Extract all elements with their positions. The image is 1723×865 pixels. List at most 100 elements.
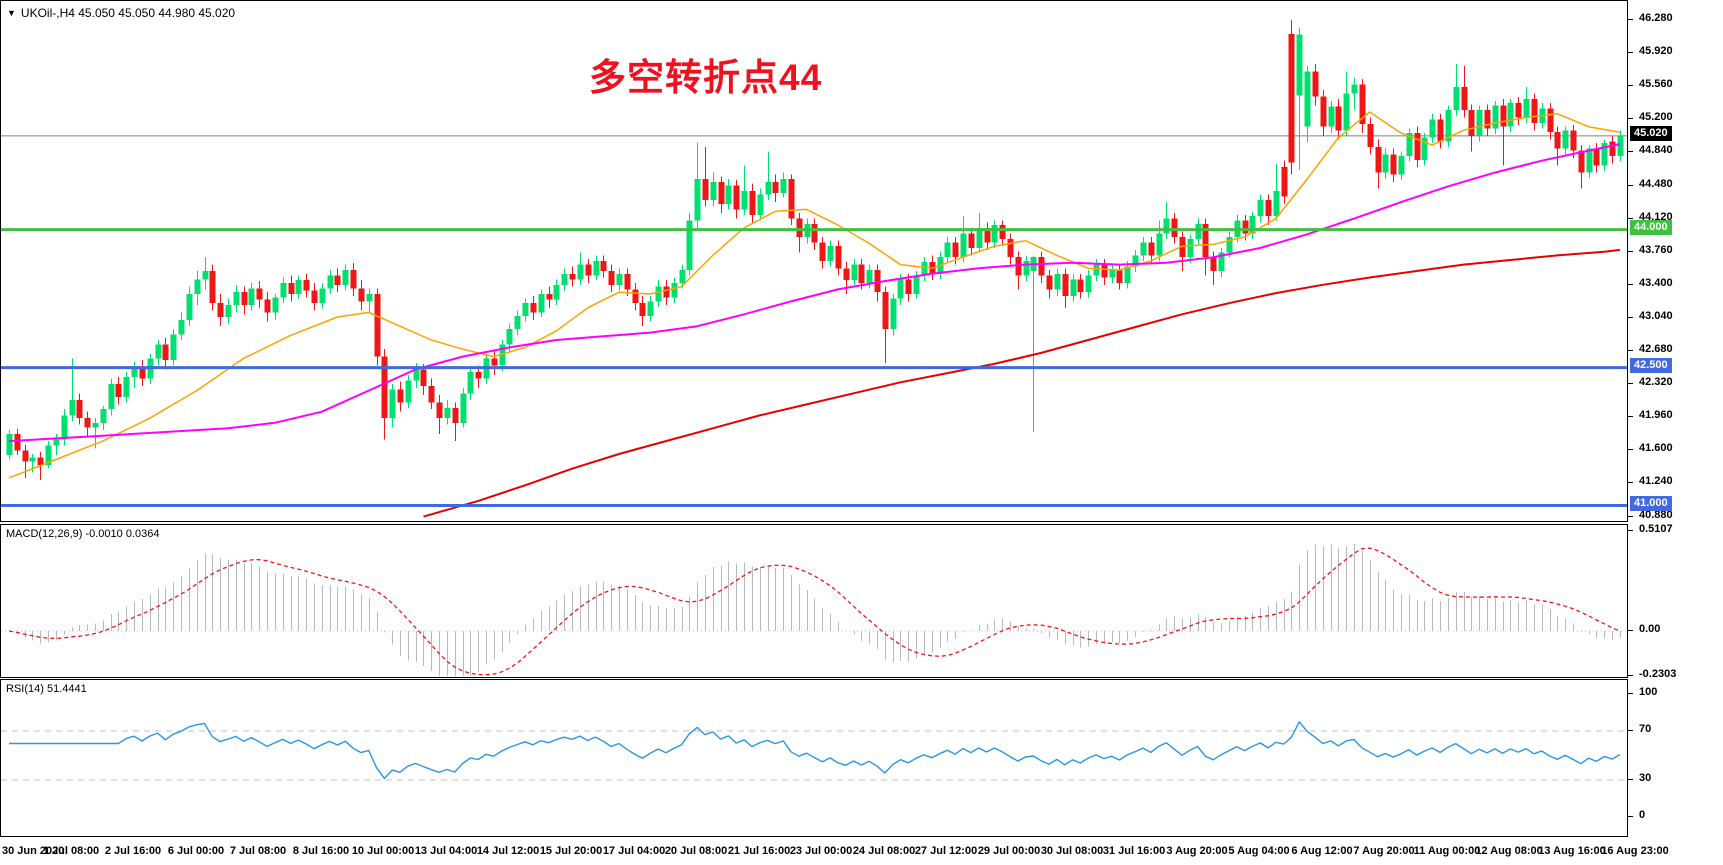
time-axis-label: 24 Jul 08:00 <box>852 845 916 857</box>
bear-candle <box>663 286 670 298</box>
bull-candle <box>1054 273 1061 290</box>
bull-candle <box>460 393 467 423</box>
bull-candle <box>131 367 138 377</box>
bear-candle <box>1015 257 1022 276</box>
bear-candle <box>1554 132 1561 149</box>
bear-candle <box>1171 218 1178 238</box>
price-badge-45.020: 45.020 <box>1630 126 1672 141</box>
price-chart-canvas[interactable] <box>1 1 1627 521</box>
bull-candle <box>890 298 897 329</box>
bear-candle <box>1062 273 1069 296</box>
bear-candle <box>702 179 709 201</box>
bull-candle <box>1523 99 1530 118</box>
bear-candle <box>37 457 44 466</box>
bull-candle <box>1398 156 1405 175</box>
bear-candle <box>374 294 381 357</box>
bear-candle <box>1570 130 1577 151</box>
bull-candle <box>577 264 584 280</box>
bull-candle <box>913 275 920 295</box>
bear-candle <box>968 233 975 249</box>
ma-mid-line <box>8 143 1621 443</box>
bull-candle <box>741 191 748 210</box>
bull-candle <box>295 280 302 295</box>
bear-candle <box>905 279 912 295</box>
rsi-line <box>9 721 1621 780</box>
bear-candle <box>639 303 646 317</box>
price-tick-label: 44.840 <box>1639 144 1673 156</box>
macd-label: MACD(12,26,9) -0.0010 0.0364 <box>6 528 160 540</box>
rsi-canvas[interactable] <box>1 680 1627 836</box>
bull-candle <box>444 408 451 419</box>
price-badge-42.500: 42.500 <box>1630 358 1672 373</box>
time-axis-label: 7 Jul 08:00 <box>229 845 287 857</box>
bear-candle <box>1531 99 1538 123</box>
bull-candle <box>233 292 240 306</box>
rsi-tick-mark <box>1628 779 1633 780</box>
bear-candle <box>718 181 725 204</box>
rsi-tick-mark <box>1628 730 1633 731</box>
price-chart-panel[interactable]: ▼ UKOil-,H4 45.050 45.050 44.980 45.020 多… <box>0 0 1628 522</box>
bull-candle <box>53 439 60 446</box>
bear-candle <box>1414 133 1421 160</box>
bull-candle <box>1445 110 1452 142</box>
bear-candle <box>585 264 592 276</box>
bull-candle <box>1492 105 1499 129</box>
time-axis-label: 30 Jul 08:00 <box>1040 845 1104 857</box>
time-axis[interactable]: 30 Jun 2020 1 Jul 08:00 2 Jul 16:00 6 Jul 0… <box>0 838 1723 865</box>
bull-candle <box>514 316 521 329</box>
rsi-tick-mark <box>1628 693 1633 694</box>
price-tick-mark <box>1628 449 1633 450</box>
bear-candle <box>436 402 443 419</box>
bear-candle <box>882 292 889 329</box>
bull-candle <box>671 282 678 298</box>
price-tick-mark <box>1628 52 1633 53</box>
time-axis-label: 6 Jul 00:00 <box>167 845 225 857</box>
price-tick-label: 41.240 <box>1639 475 1673 487</box>
rsi-label: RSI(14) 51.4441 <box>6 683 87 695</box>
bear-candle <box>1281 167 1288 197</box>
bear-candle <box>1101 264 1108 278</box>
bull-candle <box>6 433 13 455</box>
time-axis-label: 14 Jul 12:00 <box>476 845 540 857</box>
symbol-dropdown-icon[interactable]: ▼ <box>7 8 16 18</box>
bull-candle <box>319 288 326 304</box>
bull-candle <box>1328 106 1335 127</box>
bull-candle <box>186 294 193 320</box>
macd-panel[interactable]: MACD(12,26,9) -0.0010 0.0364 <box>0 524 1628 678</box>
bull-candle <box>1351 84 1358 94</box>
bull-candle <box>499 344 506 366</box>
rsi-axis-label: 100 <box>1639 686 1658 698</box>
time-axis-label: 16 Aug 23:00 <box>1601 845 1669 857</box>
bear-candle <box>1375 146 1382 173</box>
time-axis-label: 7 Aug 20:00 <box>1353 845 1415 857</box>
bull-candle <box>1453 87 1460 111</box>
time-axis-label: 1 Jul 08:00 <box>42 845 100 857</box>
bull-candle <box>1163 218 1170 234</box>
bear-candle <box>256 288 263 300</box>
time-axis-label: 12 Aug 08:00 <box>1475 845 1543 857</box>
price-tick-mark <box>1628 482 1633 483</box>
bear-candle <box>1038 257 1045 276</box>
price-badge-44.000: 44.000 <box>1630 220 1672 235</box>
bull-candle <box>1140 242 1147 256</box>
bull-candle <box>1601 143 1608 166</box>
price-tick-mark <box>1628 85 1633 86</box>
bull-candle <box>522 303 529 317</box>
bear-candle <box>1077 279 1084 293</box>
bear-candle <box>334 275 341 285</box>
macd-axis-label: 0.00 <box>1639 623 1661 635</box>
bear-candle <box>1210 257 1217 272</box>
bull-candle <box>1343 93 1350 131</box>
rsi-panel[interactable]: RSI(14) 51.4441 <box>0 679 1628 837</box>
bull-candle <box>178 319 185 335</box>
price-tick-mark <box>1628 185 1633 186</box>
bear-candle <box>1007 238 1014 258</box>
bear-candle <box>1148 242 1155 256</box>
bear-candle <box>1578 150 1585 173</box>
bear-candle <box>1468 110 1475 136</box>
price-axis[interactable]: 46.280 45.920 45.560 45.200 44.840 44.480 44.1… <box>1628 0 1723 865</box>
bear-candle <box>772 181 779 193</box>
time-axis-label: 20 Jul 08:00 <box>664 845 728 857</box>
bull-candle <box>1187 238 1194 258</box>
macd-canvas[interactable] <box>1 525 1627 677</box>
